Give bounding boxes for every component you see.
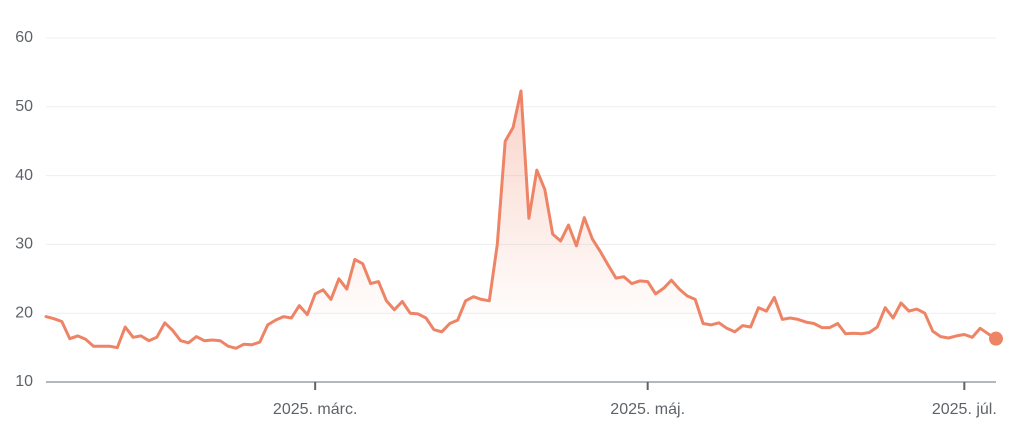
y-tick-label: 20 [15,304,33,321]
area-fill [46,91,996,382]
x-tick-label: 2025. márc. [273,401,357,418]
y-tick-label: 10 [15,373,33,390]
price-line [44,89,998,350]
x-tick-label: 2025. júl. [932,401,997,418]
y-tick-label: 30 [15,236,33,253]
end-point [989,331,1003,346]
y-tick-label: 60 [15,29,33,46]
y-tick-label: 50 [15,98,33,115]
y-tick-label: 40 [15,167,33,184]
x-tick-label: 2025. máj. [610,401,685,418]
